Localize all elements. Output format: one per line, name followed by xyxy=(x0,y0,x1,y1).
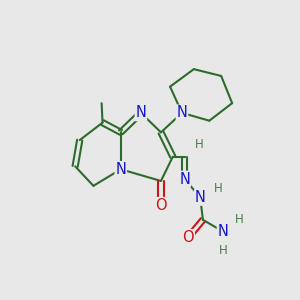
Text: H: H xyxy=(219,244,227,257)
Text: O: O xyxy=(155,198,167,213)
Text: N: N xyxy=(179,172,190,187)
Text: N: N xyxy=(195,190,206,205)
Text: N: N xyxy=(116,162,126,177)
Text: H: H xyxy=(235,213,244,226)
Text: N: N xyxy=(218,224,229,239)
Text: H: H xyxy=(214,182,223,195)
Text: N: N xyxy=(135,105,146,120)
Text: H: H xyxy=(195,139,204,152)
Text: N: N xyxy=(176,105,188,120)
Text: O: O xyxy=(182,230,194,245)
